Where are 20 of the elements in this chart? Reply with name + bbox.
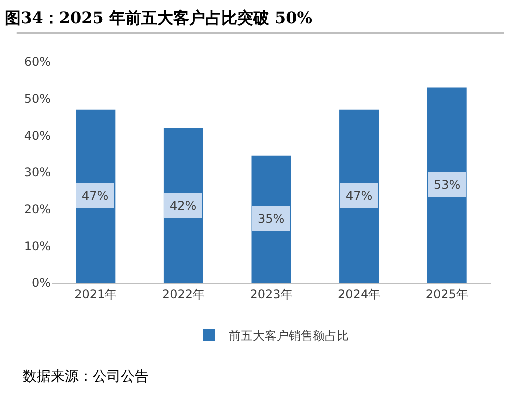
y-tick-label: 50% xyxy=(24,92,51,106)
data-label: 47% xyxy=(346,189,373,203)
x-tick-label: 2024年 xyxy=(338,287,381,302)
x-tick-label: 2021年 xyxy=(74,287,118,302)
x-tick-label: 2022年 xyxy=(162,287,205,302)
y-tick-label: 40% xyxy=(24,128,51,143)
y-tick-label: 0% xyxy=(32,276,51,290)
x-tick-label: 2025年 xyxy=(426,287,468,302)
data-label: 53% xyxy=(434,178,461,192)
data-label: 47% xyxy=(82,189,109,203)
y-tick-label: 20% xyxy=(24,202,51,217)
legend-label: 前五大客户销售额占比 xyxy=(229,328,349,343)
data-label: 35% xyxy=(258,212,285,226)
source-note: 数据来源：公司公告 xyxy=(23,369,149,385)
y-tick-label: 60% xyxy=(24,55,51,70)
data-label: 42% xyxy=(170,199,197,213)
chart-title: 图34：2025 年前五大客户占比突破 50% xyxy=(5,8,312,28)
y-tick-label: 10% xyxy=(24,239,51,254)
x-tick-label: 2023年 xyxy=(250,287,293,302)
y-tick-label: 30% xyxy=(24,166,51,180)
